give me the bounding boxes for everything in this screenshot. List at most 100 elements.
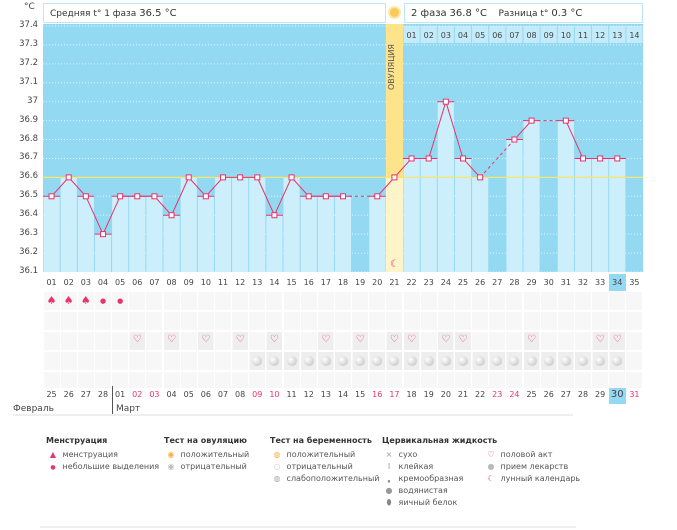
day-cell[interactable] bbox=[43, 312, 60, 330]
day-cell[interactable] bbox=[232, 292, 249, 310]
day-cell[interactable] bbox=[146, 372, 163, 388]
day-cell[interactable] bbox=[249, 332, 266, 350]
day-cell[interactable] bbox=[454, 292, 472, 310]
day-cell[interactable] bbox=[266, 312, 283, 330]
date-label[interactable]: 09 bbox=[252, 390, 263, 399]
day-cell[interactable] bbox=[43, 352, 60, 370]
day-cell[interactable] bbox=[523, 312, 540, 330]
date-label[interactable]: 21 bbox=[457, 390, 469, 399]
day-cell[interactable] bbox=[626, 352, 643, 370]
day-cell[interactable] bbox=[249, 372, 266, 388]
day-cell[interactable] bbox=[283, 312, 300, 330]
day-cell[interactable] bbox=[180, 352, 197, 370]
day-number[interactable]: 18 bbox=[337, 278, 349, 287]
date-label[interactable]: 10 bbox=[269, 390, 280, 399]
day-cell[interactable] bbox=[437, 312, 454, 330]
day-cell[interactable] bbox=[626, 332, 643, 350]
day-cell[interactable] bbox=[609, 372, 626, 388]
day-number[interactable]: 14 bbox=[269, 278, 280, 287]
day-cell[interactable] bbox=[300, 332, 317, 350]
day-cell[interactable] bbox=[180, 372, 197, 388]
day-number[interactable]: 10 bbox=[200, 278, 211, 287]
day-cell[interactable] bbox=[197, 312, 214, 330]
date-label[interactable]: 26 bbox=[543, 390, 554, 399]
day-cell[interactable] bbox=[386, 312, 403, 330]
day-cell[interactable] bbox=[77, 292, 94, 310]
day-cell[interactable] bbox=[163, 372, 180, 388]
day-cell[interactable] bbox=[403, 372, 420, 388]
date-label[interactable]: 19 bbox=[423, 390, 434, 399]
day-cell[interactable] bbox=[506, 332, 523, 350]
date-label[interactable]: 16 bbox=[372, 390, 383, 399]
day-cell[interactable] bbox=[112, 332, 129, 350]
day-cell[interactable] bbox=[403, 292, 420, 310]
day-cell[interactable] bbox=[472, 372, 489, 388]
date-label[interactable]: 28 bbox=[97, 390, 109, 399]
day-number[interactable]: 15 bbox=[286, 278, 297, 287]
date-label[interactable]: 25 bbox=[526, 390, 537, 399]
day-cell[interactable] bbox=[214, 292, 232, 310]
day-cell[interactable] bbox=[112, 372, 129, 388]
day-cell[interactable] bbox=[369, 292, 386, 310]
day-cell[interactable] bbox=[146, 292, 163, 310]
day-number[interactable]: 32 bbox=[577, 278, 589, 287]
day-cell[interactable] bbox=[386, 372, 403, 388]
day-number[interactable]: 35 bbox=[629, 278, 640, 287]
day-cell[interactable] bbox=[506, 372, 523, 388]
day-cell[interactable] bbox=[369, 332, 386, 350]
day-cell[interactable] bbox=[112, 292, 129, 310]
day-cell[interactable] bbox=[557, 332, 574, 350]
day-cell[interactable] bbox=[77, 332, 94, 350]
day-cell[interactable] bbox=[574, 332, 592, 350]
day-cell[interactable] bbox=[163, 352, 180, 370]
day-cell[interactable] bbox=[420, 332, 437, 350]
day-cell[interactable] bbox=[300, 312, 317, 330]
day-cell[interactable] bbox=[232, 352, 249, 370]
day-number[interactable]: 24 bbox=[440, 278, 451, 287]
day-cell[interactable] bbox=[214, 312, 232, 330]
day-number[interactable]: 08 bbox=[166, 278, 177, 287]
day-cell[interactable] bbox=[180, 332, 197, 350]
day-cell[interactable] bbox=[163, 292, 180, 310]
date-label[interactable]: 24 bbox=[509, 390, 520, 399]
date-label[interactable]: 20 bbox=[440, 390, 451, 399]
date-label[interactable]: 12 bbox=[303, 390, 314, 399]
date-label[interactable]: 28 bbox=[577, 390, 589, 399]
day-cell[interactable] bbox=[472, 312, 489, 330]
date-label[interactable]: 18 bbox=[406, 390, 417, 399]
day-cell[interactable] bbox=[94, 352, 112, 370]
date-label[interactable]: 06 bbox=[200, 390, 211, 399]
day-cell[interactable] bbox=[489, 332, 506, 350]
day-cell[interactable] bbox=[369, 312, 386, 330]
day-number[interactable]: 02 bbox=[63, 278, 74, 287]
day-cell[interactable] bbox=[60, 292, 77, 310]
day-cell[interactable] bbox=[112, 352, 129, 370]
day-number[interactable]: 01 bbox=[46, 278, 57, 287]
day-cell[interactable] bbox=[592, 372, 609, 388]
day-cell[interactable] bbox=[352, 372, 369, 388]
day-cell[interactable] bbox=[523, 292, 540, 310]
day-cell[interactable] bbox=[232, 372, 249, 388]
day-cell[interactable] bbox=[146, 312, 163, 330]
day-cell[interactable] bbox=[266, 292, 283, 310]
day-number[interactable]: 06 bbox=[132, 278, 143, 287]
day-cell[interactable] bbox=[574, 312, 592, 330]
day-number[interactable]: 26 bbox=[475, 278, 486, 287]
day-cell[interactable] bbox=[626, 292, 643, 310]
day-cell[interactable] bbox=[197, 372, 214, 388]
day-cell[interactable] bbox=[523, 372, 540, 388]
day-cell[interactable] bbox=[506, 292, 523, 310]
day-cell[interactable] bbox=[334, 332, 352, 350]
date-label[interactable]: 22 bbox=[475, 390, 486, 399]
day-cell[interactable] bbox=[283, 292, 300, 310]
date-label[interactable]: 25 bbox=[46, 390, 57, 399]
day-cell[interactable] bbox=[129, 292, 146, 310]
day-cell[interactable] bbox=[146, 352, 163, 370]
day-cell[interactable] bbox=[60, 352, 77, 370]
day-cell[interactable] bbox=[317, 312, 334, 330]
day-cell[interactable] bbox=[43, 332, 60, 350]
day-cell[interactable] bbox=[317, 292, 334, 310]
day-number[interactable]: 17 bbox=[320, 278, 331, 287]
date-label[interactable]: 08 bbox=[235, 390, 246, 399]
date-label[interactable]: 31 bbox=[629, 390, 640, 399]
